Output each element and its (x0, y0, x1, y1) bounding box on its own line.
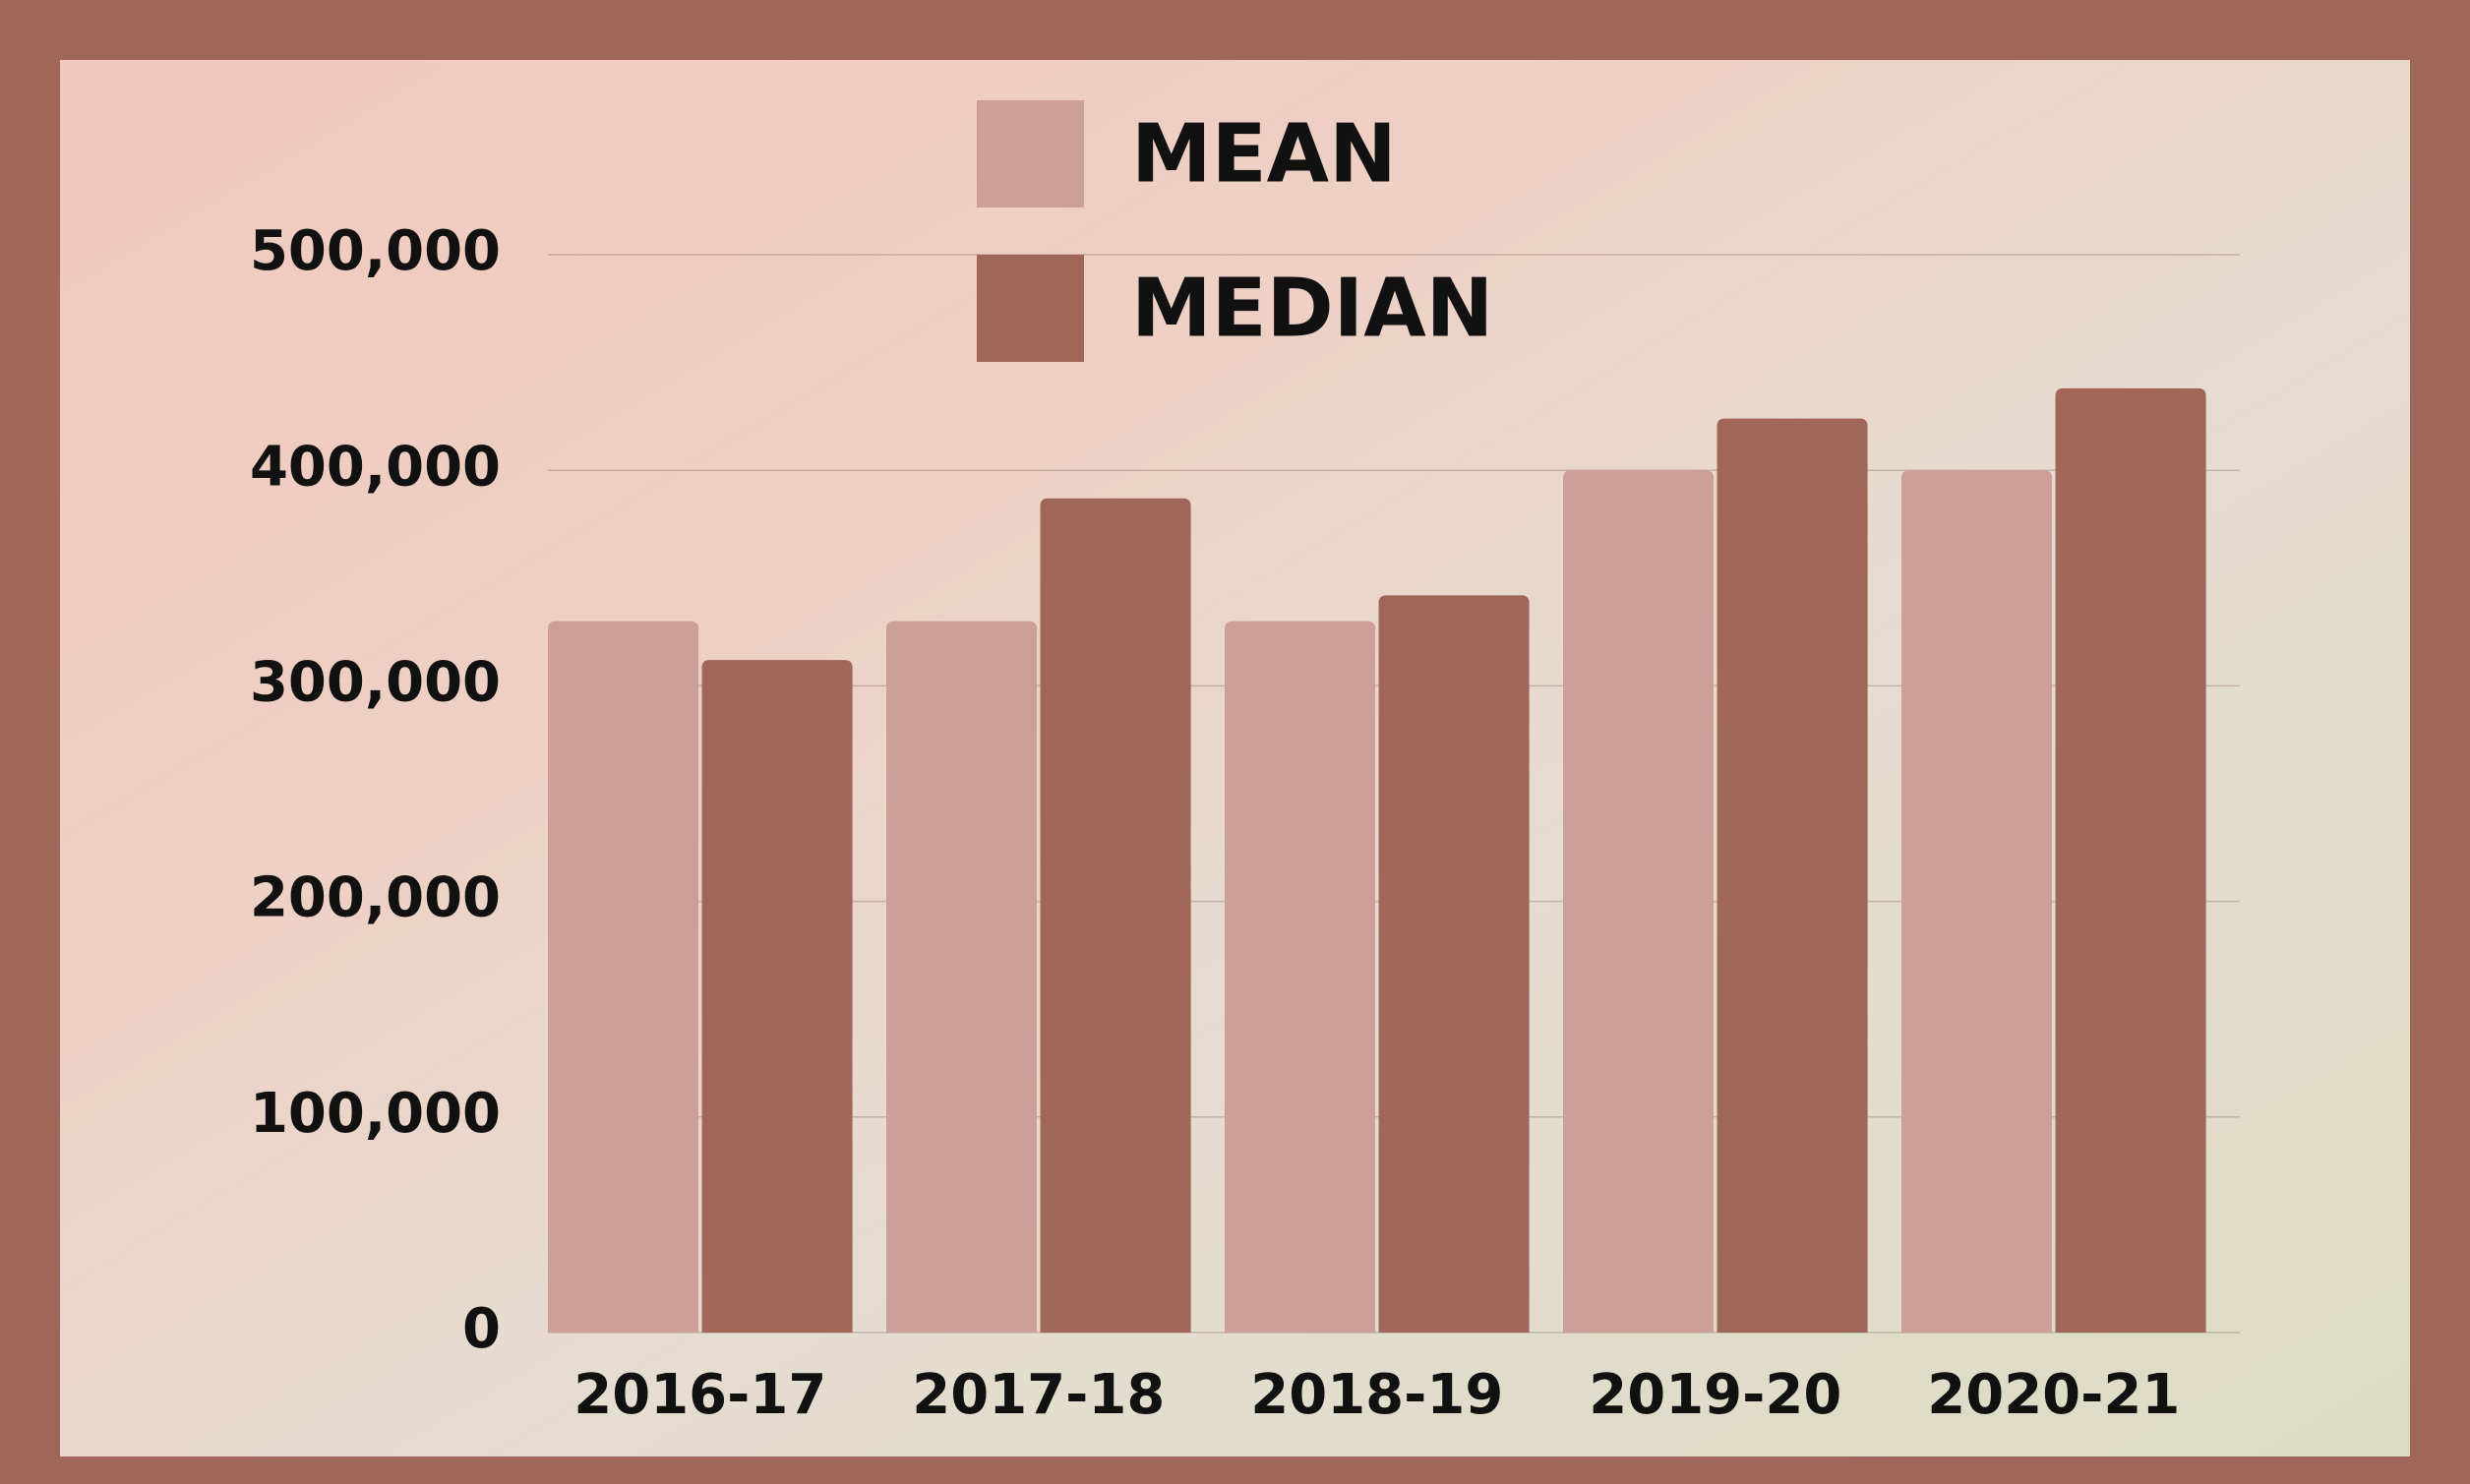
y-tick-label: 400,000 (250, 435, 501, 499)
bar (1717, 419, 1868, 1333)
legend-label: MEDIAN (1131, 262, 1493, 355)
x-tick-label: 2016-17 (573, 1363, 826, 1427)
y-tick-label: 500,000 (250, 219, 501, 283)
y-tick-label: 300,000 (250, 651, 501, 715)
bar (1901, 470, 2052, 1333)
chart: 0 100,000 200,000 300,000 400,000 500,000 2016… (0, 0, 2470, 1484)
bar (702, 660, 853, 1333)
x-tick-label: 2017-18 (912, 1363, 1165, 1427)
y-tick-label: 100,000 (250, 1082, 501, 1146)
y-tick-label: 0 (462, 1297, 501, 1361)
bar (1379, 595, 1530, 1333)
x-tick-label: 2019-20 (1589, 1363, 1841, 1427)
legend-swatch (977, 100, 1084, 208)
legend-label: MEAN (1131, 107, 1397, 201)
y-tick-label: 200,000 (250, 866, 501, 930)
x-tick-label: 2018-19 (1250, 1363, 1503, 1427)
bar (2056, 388, 2206, 1333)
bar (1225, 622, 1375, 1333)
x-tick-label: 2020-21 (1927, 1363, 2180, 1427)
bar (548, 622, 698, 1333)
bar (1563, 470, 1714, 1333)
bar (1041, 499, 1191, 1333)
bar (886, 622, 1037, 1333)
legend-swatch (977, 255, 1084, 362)
